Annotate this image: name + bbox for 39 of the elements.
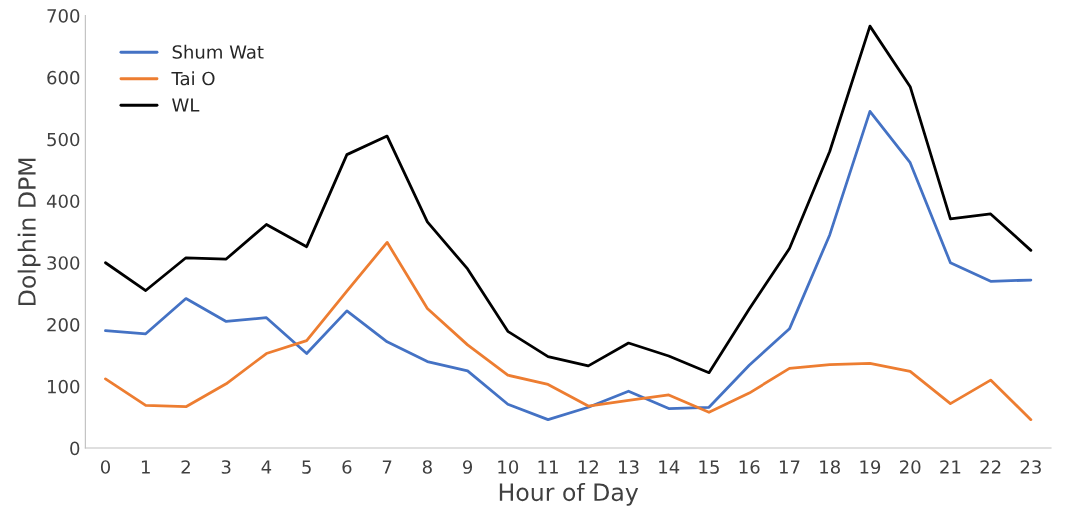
x-axis-title: Hour of Day (499, 482, 639, 506)
y-axis-title: Dolphin DPM (17, 158, 41, 306)
x-tick-label: 5 (302, 460, 311, 474)
x-tick-label: 0 (100, 460, 111, 474)
x-tick-label: 21 (940, 460, 961, 474)
y-tick-label: 100 (48, 379, 80, 394)
x-tick-label: 2 (181, 460, 190, 474)
x-tick-label: 23 (1020, 460, 1041, 474)
y-tick-label: 400 (46, 194, 80, 209)
x-tick-label: 7 (382, 460, 392, 474)
x-tick-label: 6 (342, 460, 352, 474)
y-tick-label: 500 (47, 132, 80, 147)
x-tick-label: 18 (820, 460, 840, 474)
x-tick-label: 22 (980, 460, 1001, 474)
legend-label: WL (172, 98, 200, 112)
y-tick-label: 200 (47, 317, 80, 332)
x-tick-label: 20 (900, 460, 921, 474)
legend-label: Tai O (171, 71, 215, 86)
line-series (104, 240, 1033, 422)
y-tick-label: 0 (70, 441, 80, 456)
x-tick-label: 1 (141, 460, 150, 474)
x-tick-label: 10 (498, 460, 519, 474)
x-tick-label: 16 (739, 460, 760, 474)
x-tick-label: 3 (221, 460, 231, 474)
x-tick-label: 8 (422, 460, 432, 474)
x-tick-label: 15 (699, 460, 719, 474)
y-tick-label: 600 (47, 70, 80, 85)
x-tick-label: 9 (462, 460, 473, 474)
x-tick-label: 13 (619, 460, 639, 474)
line-series (104, 24, 1033, 375)
y-tick-label: 300 (47, 256, 80, 270)
legend-label: Shum Wat (172, 44, 264, 59)
x-tick-label: 14 (659, 460, 680, 474)
x-tick-label: 17 (779, 460, 800, 474)
x-tick-label: 12 (578, 460, 598, 474)
x-tick-label: 4 (261, 460, 272, 474)
y-tick-label: 700 (47, 9, 80, 23)
x-tick-label: 11 (538, 460, 558, 474)
x-tick-label: 19 (860, 460, 881, 474)
